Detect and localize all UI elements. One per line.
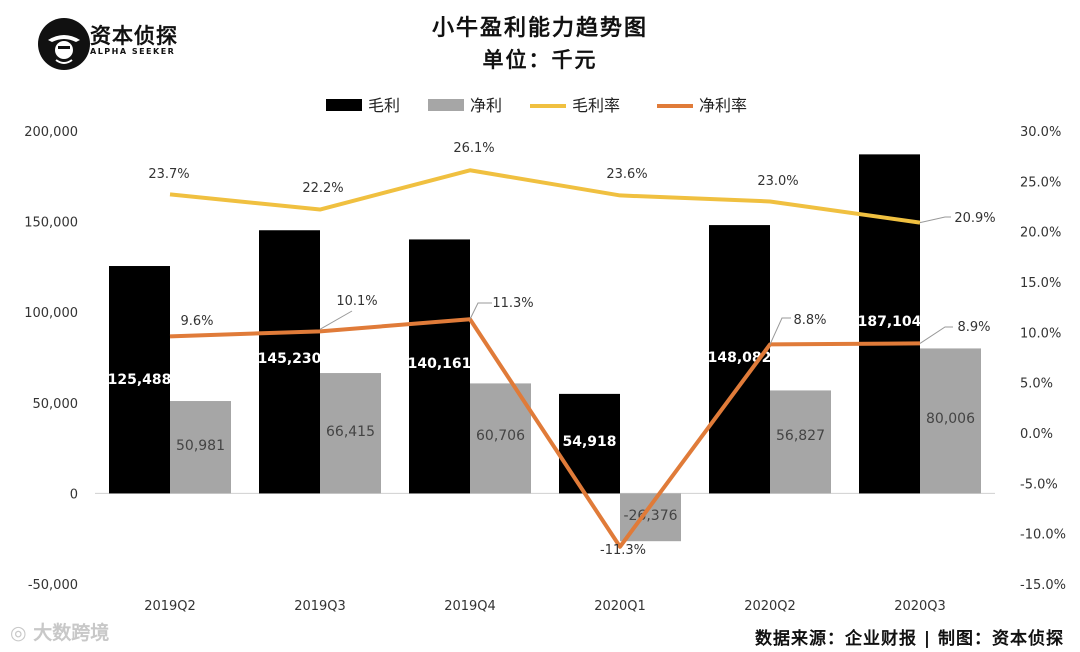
gross-margin-label: 26.1% [453,141,494,156]
gross-profit-bar [409,239,470,494]
gross-margin-label: 22.2% [302,181,343,196]
net-margin-label: -11.3% [600,543,646,558]
gross-margin-label: 23.7% [148,167,189,182]
x-tick-label: 2019Q2 [144,599,196,614]
net-margin-line [169,317,921,549]
net-profit-bar [320,373,381,494]
y-left-tick-label: 0 [70,487,78,502]
net-margin-leader [469,302,492,320]
gross-profit-label: 140,161 [408,356,472,372]
net-margin-label: 10.1% [336,294,377,309]
detective-icon [38,18,90,70]
y-right-tick-label: 30.0% [1020,125,1061,140]
net-margin-label: 8.8% [793,313,826,328]
brand-subtitle: ALPHA SEEKER [90,47,176,56]
gross-profit-label: 145,230 [258,351,322,367]
net-profit-label: 66,415 [326,424,375,440]
y-right-tick-label: 0.0% [1020,427,1053,442]
gross-margin-leader [919,216,951,224]
net-profit-bar [770,390,831,494]
x-tick-label: 2019Q3 [294,599,346,614]
net-margin-label: 9.6% [180,314,213,329]
net-profit-label: 80,006 [926,411,975,427]
x-tick-label: 2020Q3 [894,599,946,614]
y-right-tick-label: -5.0% [1020,477,1058,492]
legend-label: 毛利 [368,96,400,115]
gross-profit-bar [259,230,320,494]
net-profit-label: 50,981 [176,438,225,454]
y-right-tick-label: 15.0% [1020,276,1061,291]
y-right-tick-label: 20.0% [1020,226,1061,241]
y-left-tick-label: -50,000 [28,578,78,593]
net-profit-label: 56,827 [776,428,825,444]
y-right-tick-label: -15.0% [1020,578,1066,593]
y-right-tick-label: 5.0% [1020,377,1053,392]
y-left-tick-label: 200,000 [24,125,78,140]
y-left-tick-label: 50,000 [33,397,79,412]
gross-profit-bar [109,266,170,494]
x-tick-label: 2019Q4 [444,599,496,614]
data-source: 数据来源：企业财报 | 制图：资本侦探 [754,629,1064,649]
gross-margin-label: 23.6% [606,167,647,182]
gross-profit-bar [559,393,620,494]
chart-title: 小牛盈利能力趋势图 [431,16,648,41]
y-right-tick-label: 25.0% [1020,175,1061,190]
net-margin-label: 11.3% [492,296,533,311]
net-profit-bar [170,401,231,494]
legend-label: 毛利率 [572,96,620,115]
chart-unit: 单位：千元 [482,48,598,72]
legend-swatch [428,99,464,111]
gross-profit-label: 125,488 [108,372,172,388]
legend-label: 净利率 [699,96,747,115]
x-tick-label: 2020Q2 [744,599,796,614]
brand-logo [36,16,196,72]
gross-margin-label: 23.0% [757,174,798,189]
net-margin-leader [319,310,353,330]
legend-label: 净利 [470,96,502,115]
x-tick-label: 2020Q1 [594,599,646,614]
legend-swatch [326,99,362,111]
y-right-tick-label: 10.0% [1020,326,1061,341]
gross-margin-label: 20.9% [954,211,995,226]
y-left-tick-label: 150,000 [24,216,78,231]
gross-margin-line [169,168,921,225]
net-profit-bar [920,348,981,494]
net-margin-label: 8.9% [957,320,990,335]
watermark-text: 大数跨境 [33,622,110,644]
gross-profit-label: 54,918 [562,434,616,450]
watermark: ◎ 大数跨境 [10,618,109,645]
y-left-tick-label: 100,000 [24,306,78,321]
brand-name: 资本侦探 [90,24,178,48]
net-margin-leader [769,317,791,345]
net-profit-label: -26,376 [623,508,677,524]
y-right-tick-label: -10.0% [1020,528,1066,543]
gross-profit-label: 187,104 [858,314,922,330]
weibo-icon: ◎ [10,622,27,644]
gross-profit-bar [859,154,920,494]
net-margin-leader [919,326,953,344]
net-profit-bar [470,383,531,494]
net-profit-label: 60,706 [476,428,525,444]
